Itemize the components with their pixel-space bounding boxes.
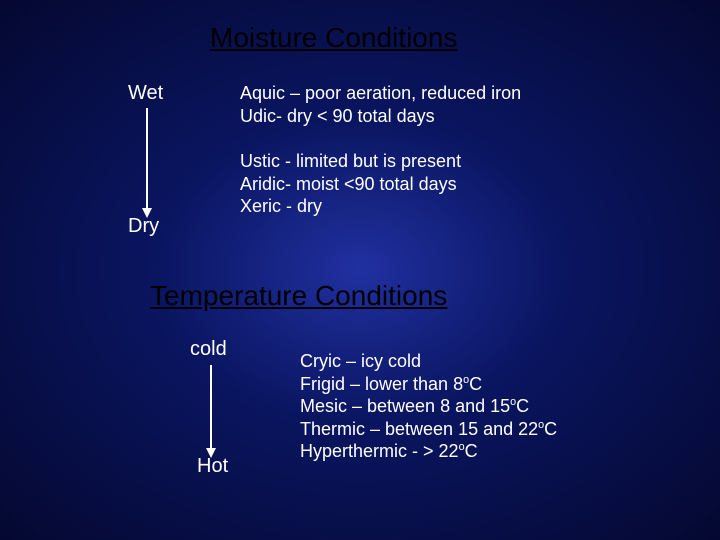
temperature-line: Mesic – between 8 and 15oC [300, 395, 557, 418]
temperature-title: Temperature Conditions [150, 280, 447, 312]
moisture-title: Moisture Conditions [210, 22, 457, 54]
moisture-line: Udic- dry < 90 total days [240, 105, 521, 128]
moisture-arrow-head-icon [142, 208, 152, 218]
temperature-body: Cryic – icy cold Frigid – lower than 8oC… [300, 350, 557, 463]
moisture-group2: Ustic - limited but is present Aridic- m… [240, 150, 461, 218]
slide: Moisture Conditions Wet Dry Aquic – poor… [0, 0, 720, 540]
moisture-arrow-line [146, 108, 148, 210]
temperature-line: Frigid – lower than 8oC [300, 373, 557, 396]
temperature-line: Hyperthermic - > 22oC [300, 440, 557, 463]
moisture-top-label: Wet [128, 82, 163, 105]
moisture-bottom-label: Dry [128, 215, 159, 238]
temperature-line: Thermic – between 15 and 22oC [300, 418, 557, 441]
temperature-arrow-line [210, 365, 212, 450]
temperature-line: Cryic – icy cold [300, 350, 557, 373]
moisture-group1: Aquic – poor aeration, reduced iron Udic… [240, 82, 521, 127]
moisture-line: Ustic - limited but is present [240, 150, 461, 173]
temperature-top-label: cold [190, 338, 227, 361]
moisture-line: Aridic- moist <90 total days [240, 173, 461, 196]
temperature-bottom-label: Hot [197, 455, 228, 478]
moisture-line: Xeric - dry [240, 195, 461, 218]
moisture-line: Aquic – poor aeration, reduced iron [240, 82, 521, 105]
temperature-arrow-head-icon [206, 448, 216, 458]
